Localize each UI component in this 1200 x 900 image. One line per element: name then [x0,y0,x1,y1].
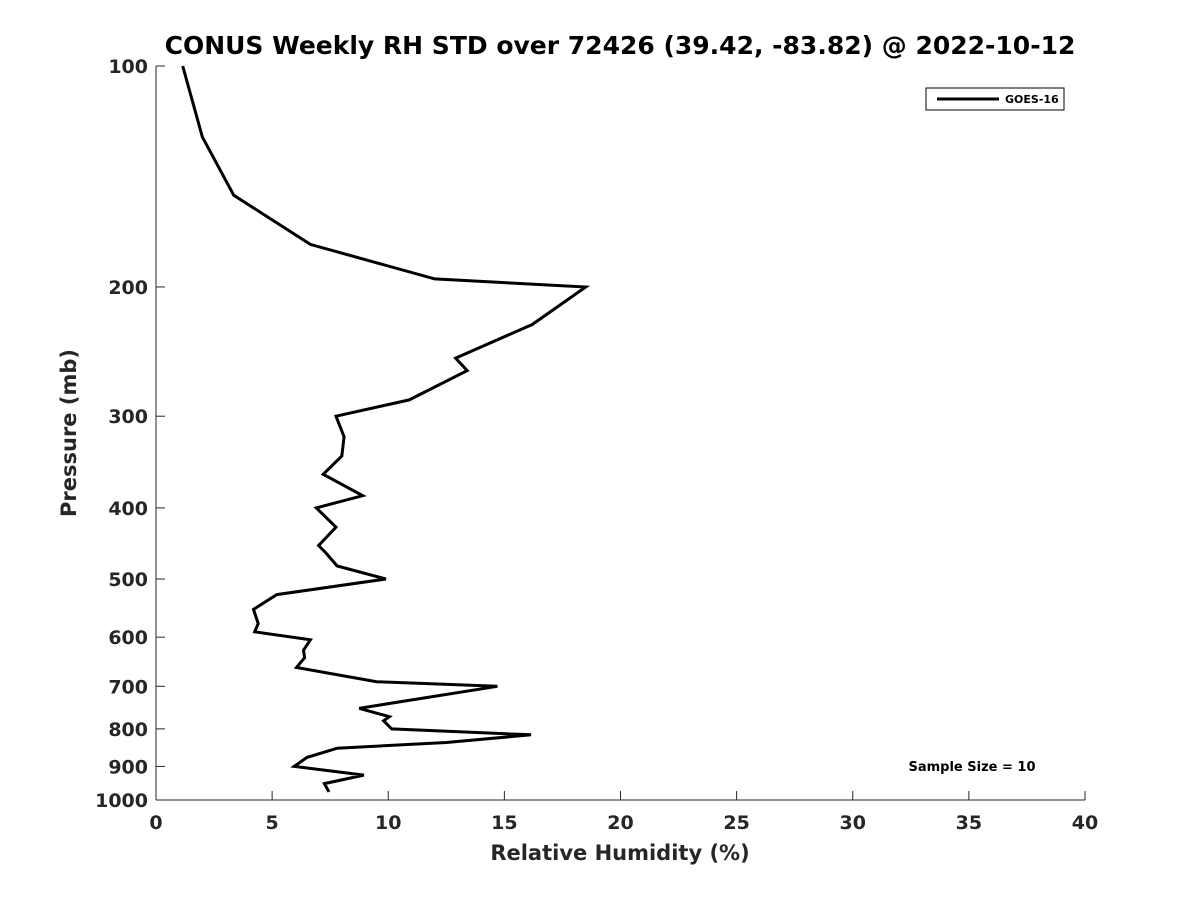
x-tick-label: 40 [1072,812,1098,834]
series-layer [181,65,591,793]
y-tick-label: 900 [108,756,148,778]
y-tick-label: 700 [108,676,148,698]
x-tick-label: 35 [956,812,982,834]
sample-size-annotation: Sample Size = 10 [908,760,1035,775]
y-tick-label: 1000 [95,790,148,812]
x-tick-label: 20 [607,812,633,834]
x-tick-label: 5 [266,812,279,834]
y-tick-label: 600 [108,627,148,649]
y-tick-label: 300 [108,406,148,428]
x-axis-label: Relative Humidity (%) [490,841,749,865]
plot-area: 0 5 10 15 20 25 30 35 40 100 200 300 400 500 600 700 80… [95,56,1098,834]
x-tick-label: 0 [149,812,162,834]
y-axis-label: Pressure (mb) [57,349,81,517]
y-tick-label: 100 [108,56,148,78]
x-tick-label: 30 [840,812,866,834]
legend: GOES-16 [925,87,1065,111]
x-tick-label: 15 [491,812,517,834]
y-tick-label: 800 [108,719,148,741]
x-tick-label: 25 [723,812,749,834]
y-tick-label: 200 [108,277,148,299]
x-axis-ticks: 0 5 10 15 20 25 30 35 40 [149,791,1098,834]
y-tick-label: 400 [108,498,148,520]
legend-label-goes-16: GOES-16 [1005,93,1059,106]
y-tick-label: 500 [108,569,148,591]
chart-title: CONUS Weekly RH STD over 72426 (39.42, -… [165,31,1076,60]
x-tick-label: 10 [375,812,401,834]
y-axis-ticks: 100 200 300 400 500 600 700 800 900 1000 [95,56,165,812]
series-line-goes-16 [181,65,591,793]
